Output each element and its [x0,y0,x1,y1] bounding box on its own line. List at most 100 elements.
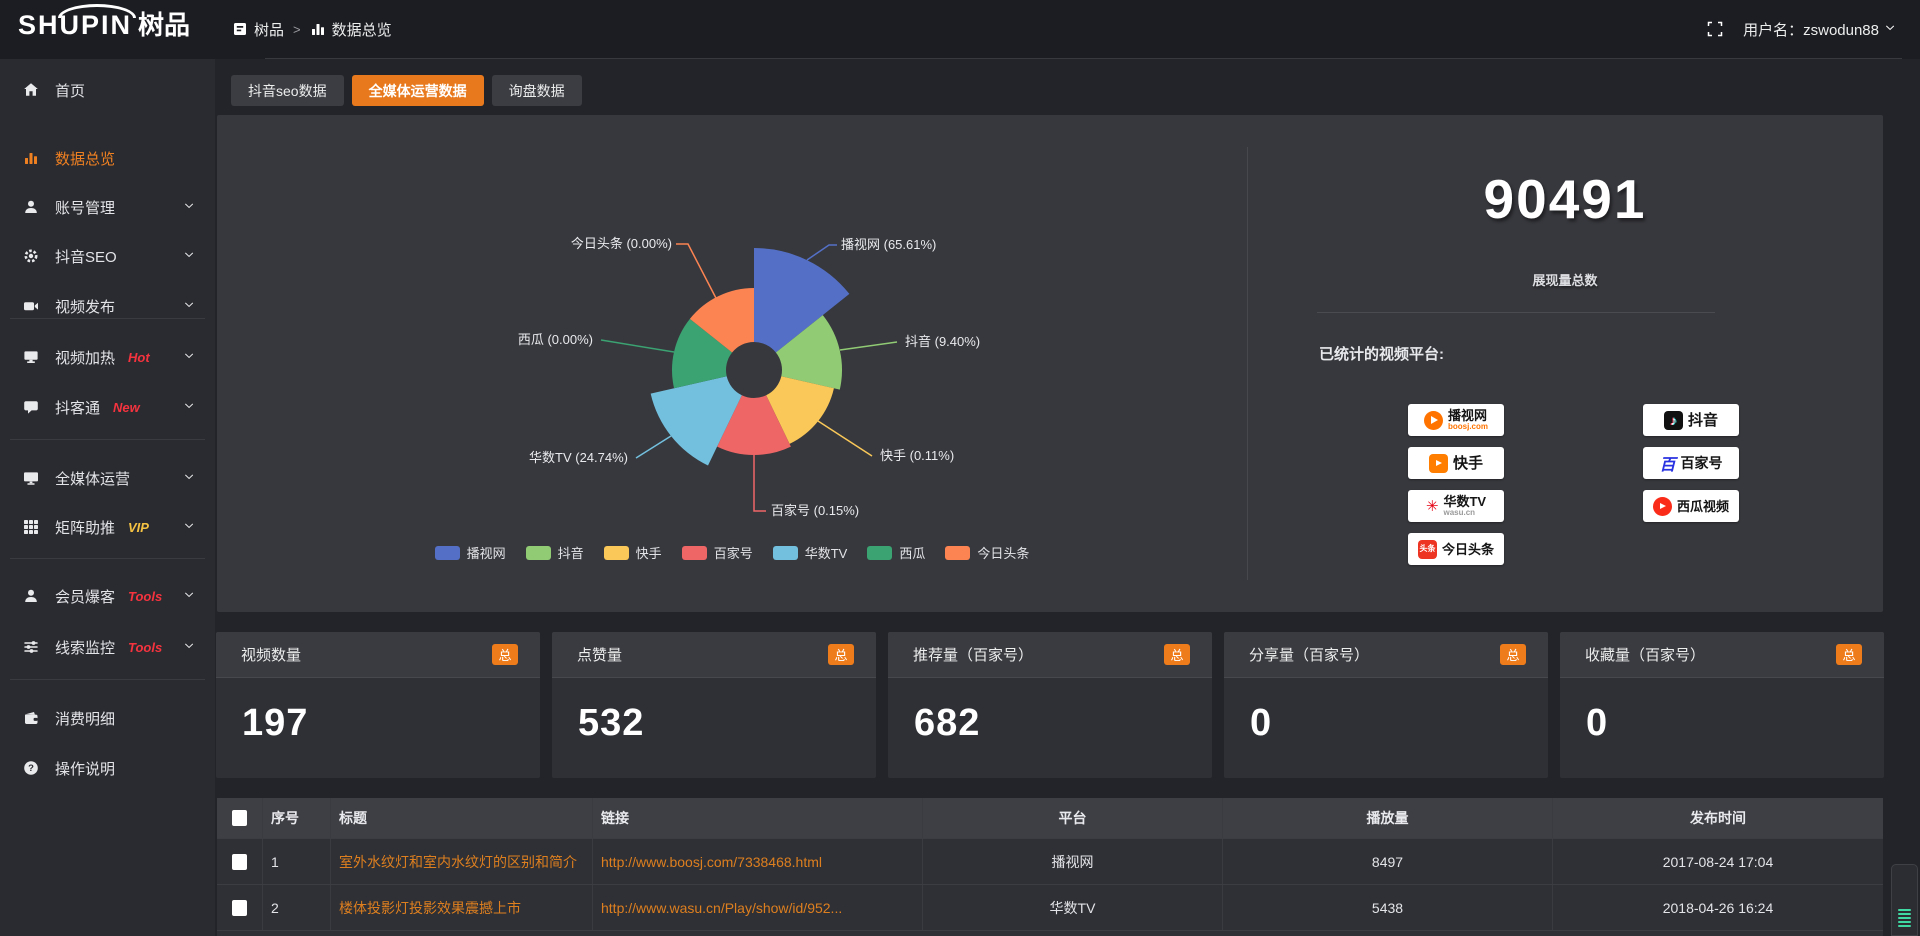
sidebar-item-spend-detail[interactable]: 消费明细 [0,699,215,737]
legend-item-百家号[interactable]: 百家号 [681,543,753,562]
stat-card-shares: 分享量（百家号） 总 0 [1224,632,1548,778]
table-row-partial [217,930,1883,936]
legend-label: 今日头条 [977,546,1030,561]
platform-sub: boosj.com [1447,422,1488,431]
platform-badge-douyin: ♪ 抖音 [1643,404,1739,436]
logo-cn: 树品 [138,10,191,40]
col-header-link: 链接 [593,798,923,838]
platforms-title: 已统计的视频平台: [1319,346,1444,363]
sidebar-item-help[interactable]: ? 操作说明 [0,749,215,787]
legend-label: 百家号 [713,546,753,561]
fullscreen-icon[interactable] [1707,21,1723,37]
sidebar-item-account[interactable]: 账号管理 [0,188,215,226]
col-header-publish-time: 发布时间 [1690,810,1746,826]
chevron-down-icon [181,201,199,214]
platform-name: 百家号 [1680,454,1723,471]
tab-media-ops-data[interactable]: 全媒体运营数据 [351,75,484,106]
sidebar-item-douyin-seo[interactable]: 抖音SEO [0,237,215,275]
widget-bars-icon [1898,909,1911,927]
stat-card-value: 682 [914,702,981,744]
stat-card-value: 0 [1586,702,1609,744]
sidebar-item-douketong[interactable]: 抖客通 New [0,388,215,426]
stat-card-title: 点赞量 [577,647,623,664]
cell-plays: 8497 [1223,839,1553,884]
user-menu[interactable]: 用户名：zswodun88 [1743,19,1898,40]
pie-label: 华数TV (24.74%) [529,450,628,465]
legend-item-西瓜[interactable]: 西瓜 [867,543,925,562]
platform-sub: wasu.cn [1443,508,1476,517]
sidebar-item-label: 全媒体运营 [55,470,131,488]
cell-title-link[interactable]: 室外水纹灯和室内水纹灯的区别和简介 [331,839,593,884]
sidebar-item-label: 首页 [55,82,86,100]
bar-chart-icon [310,21,326,37]
sidebar-item-video-heat[interactable]: 视频加热 Hot [0,338,215,376]
platform-name: 西瓜视频 [1676,498,1729,514]
legend-swatch [772,545,798,560]
sidebar-divider [10,318,205,319]
chevron-down-icon [181,590,199,603]
sidebar-item-video-publish[interactable]: 视频发布 [0,287,215,325]
chevron-down-icon [181,351,199,364]
cell-title-link[interactable]: 楼体投影灯投影效果震撼上市 [331,885,593,930]
pie-label: 百家号 (0.15%) [771,503,859,518]
topbar-right: 用户名：zswodun88 [1707,0,1898,58]
home-icon [22,82,40,98]
platform-name: 快手 [1452,454,1483,472]
platform-badge-xigua: 西瓜视频 [1643,490,1739,522]
legend-item-播视网[interactable]: 播视网 [434,543,506,562]
tab-douyin-seo-data[interactable]: 抖音seo数据 [231,75,344,106]
sidebar-item-matrix-boost[interactable]: 矩阵助推 VIP [0,508,215,546]
platform-name: 抖音 [1687,411,1718,429]
legend-item-抖音[interactable]: 抖音 [525,543,584,562]
legend-swatch [603,545,629,560]
sidebar-item-lead-monitor[interactable]: 线索监控 Tools [0,628,215,666]
tools-tag: Tools [128,639,163,655]
sidebar-item-data-overview[interactable]: 数据总览 [0,139,215,177]
cell-url-link[interactable]: http://www.wasu.cn/Play/show/id/952... [593,885,923,930]
chevron-down-icon [1885,23,1898,36]
total-badge: 总 [1836,644,1862,665]
tab-inquiry-data[interactable]: 询盘数据 [491,75,582,106]
row-checkbox[interactable] [232,853,247,870]
sidebar-item-media-ops[interactable]: 全媒体运营 [0,459,215,497]
breadcrumb-current[interactable]: 数据总览 [310,19,392,40]
legend-item-今日头条[interactable]: 今日头条 [945,543,1029,562]
chat-bubble-icon [22,399,40,415]
breadcrumb-root[interactable]: 树品 [232,19,284,40]
select-all-checkbox[interactable] [232,810,247,826]
logo-arc [58,4,136,18]
stat-card-title: 视频数量 [241,647,302,664]
chevron-down-icon [181,300,199,313]
boosj-logo-icon [1423,410,1443,430]
sidebar-item-member-burst[interactable]: 会员爆客 Tools [0,577,215,615]
stat-card-value: 0 [1250,702,1273,744]
legend-swatch [681,545,707,560]
row-checkbox[interactable] [232,899,247,916]
chevron-down-icon [181,521,199,534]
cell-url-link[interactable]: http://www.boosj.com/7338468.html [593,839,923,884]
rose-pie-chart[interactable]: 播视网 (65.61%) 抖音 (9.40%) 快手 (0.11%) 百家号 (0.1… [217,115,1247,612]
floating-widget[interactable] [1891,864,1918,936]
sidebar-item-label: 矩阵助推 [55,519,116,537]
cell-index: 1 [263,839,331,884]
platform-name: 今日头条 [1441,541,1494,557]
pie-slice-抖音 [775,315,842,390]
sidebar-item-label: 线索监控 [55,639,116,657]
wasu-logo-icon: ✳ [1425,498,1439,515]
col-header-index: 序号 [263,798,331,838]
legend-label: 抖音 [557,546,584,561]
sidebar-item-label: 账号管理 [55,199,116,217]
breadcrumb-current-label: 数据总览 [331,21,392,39]
legend-item-快手[interactable]: 快手 [603,543,662,562]
summary-section: 90491 展现量总数 已统计的视频平台: 播视网 boosj.com ♪ 抖音… [1247,115,1883,612]
cell-index: 2 [263,885,331,930]
legend-label: 西瓜 [899,546,926,561]
legend-item-华数TV[interactable]: 华数TV [772,543,847,562]
sidebar-item-home[interactable]: 首页 [0,71,215,109]
total-badge: 总 [1164,644,1190,665]
chevron-down-icon [181,250,199,263]
username-label: 用户名：zswodun88 [1743,21,1879,39]
pie-slice-百家号 [717,395,791,455]
pie-label: 西瓜 (0.00%) [518,332,593,347]
